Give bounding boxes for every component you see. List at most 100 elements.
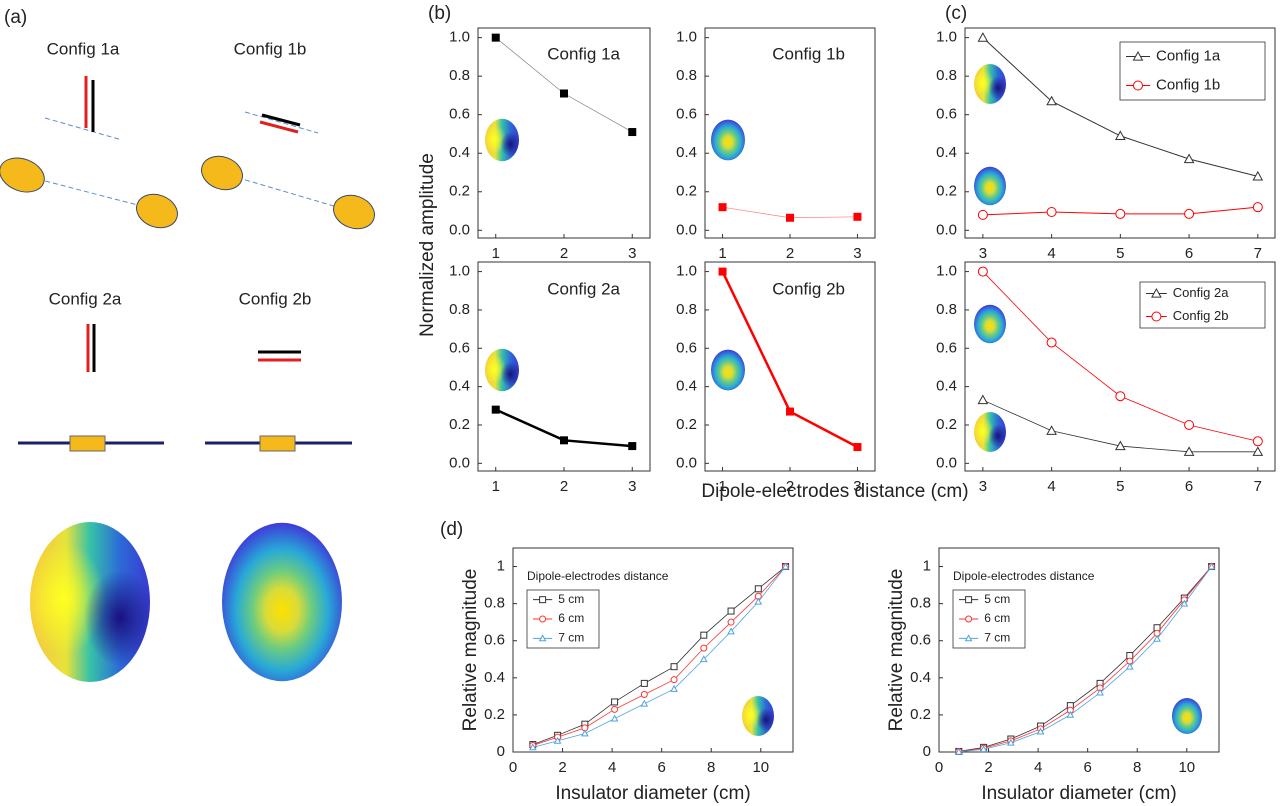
inset-map <box>974 304 1006 344</box>
marker <box>727 627 735 635</box>
x-tick-label: 1 <box>718 245 726 262</box>
marker <box>786 407 794 416</box>
y-tick-label: 1.0 <box>449 263 470 280</box>
marker <box>1180 599 1189 607</box>
y-tick-label: 0.4 <box>936 378 957 395</box>
x-tick-label: 2 <box>786 478 794 495</box>
inset-map <box>711 349 745 391</box>
x-tick-label: 3 <box>979 245 987 262</box>
x-tick-label: 4 <box>1047 245 1055 262</box>
x-tick-label: 7 <box>1254 245 1262 262</box>
legend-box <box>1119 41 1266 101</box>
marker <box>1046 425 1057 435</box>
dipole-axis <box>21 174 158 211</box>
y-axis-label: Relative magnitude <box>460 569 481 732</box>
x-axis-label: Insulator diameter (cm) <box>981 783 1176 804</box>
y-axis-label: Relative magnitude <box>886 569 907 732</box>
y-tick-label: 0.4 <box>936 144 957 161</box>
x-tick-label: 6 <box>658 759 666 776</box>
y-tick-label: 0.8 <box>676 301 697 318</box>
legend-label: 7 cm <box>984 631 1010 645</box>
y-tick-label: 0.0 <box>676 454 697 471</box>
y-tick-label: 1.0 <box>676 29 697 46</box>
electrode <box>261 113 301 127</box>
legend-label: Config 2a <box>1173 285 1229 300</box>
x-tick-label: 8 <box>1133 759 1141 776</box>
legend-marker <box>1132 50 1144 61</box>
marker <box>977 209 988 220</box>
x-axis-label: Dipole-electrodes distance (cm) <box>701 481 968 502</box>
x-tick-label: 4 <box>608 759 616 776</box>
marker <box>781 562 790 570</box>
marker <box>1252 436 1263 447</box>
head-map <box>30 522 150 682</box>
marker <box>853 443 862 452</box>
marker <box>1207 562 1216 570</box>
x-tick-label: 10 <box>752 759 769 776</box>
inset-map <box>974 64 1006 104</box>
legend-label: Config 1a <box>1156 47 1221 64</box>
marker <box>491 405 500 414</box>
y-tick-label: 0.4 <box>449 144 470 161</box>
legend-marker <box>1151 311 1162 322</box>
y-tick-label: 0.4 <box>449 378 470 395</box>
x-tick-label: 4 <box>1047 478 1055 495</box>
y-tick-label: 0.2 <box>676 416 697 433</box>
x-tick-label: 8 <box>707 759 715 776</box>
y-tick-label: 0.2 <box>484 706 505 723</box>
config-label: Config 1b <box>234 39 307 58</box>
x-tick-label: 3 <box>628 478 636 495</box>
marker <box>670 676 678 684</box>
legend-marker <box>964 634 973 642</box>
legend-label: 5 cm <box>558 592 584 606</box>
marker <box>718 203 727 212</box>
legend-label: 5 cm <box>984 592 1010 606</box>
marker <box>954 747 963 755</box>
electrode-pad <box>259 435 296 452</box>
marker <box>1007 738 1015 746</box>
marker <box>786 213 794 222</box>
dipole-axis <box>244 111 319 134</box>
marker <box>528 743 537 751</box>
x-tick-label: 2 <box>786 245 794 262</box>
x-tick-label: 6 <box>1185 245 1193 262</box>
electrode-pad <box>69 435 106 452</box>
y-tick-label: 0.2 <box>449 183 470 200</box>
y-tick-label: 0.8 <box>449 301 470 318</box>
y-tick-label: 1.0 <box>936 29 957 46</box>
legend-box <box>1139 281 1266 329</box>
marker <box>1114 440 1126 451</box>
marker <box>1252 202 1263 213</box>
legend-label: Config 2b <box>1173 308 1229 323</box>
x-tick-label: 3 <box>853 478 861 495</box>
x-tick-label: 1 <box>492 245 500 262</box>
y-tick-label: 0.6 <box>910 632 931 649</box>
marker <box>1115 208 1126 219</box>
y-tick-label: 1.0 <box>449 29 470 46</box>
y-tick-label: 0.2 <box>676 183 697 200</box>
y-tick-label: 0.0 <box>936 454 957 471</box>
diagram: Config 1a Config 1b Config 2a Config 2b <box>0 39 375 682</box>
electrode-pad <box>0 157 45 193</box>
series-line <box>958 566 1212 752</box>
marker <box>1046 95 1057 106</box>
x-tick-label: 6 <box>1185 478 1193 495</box>
x-tick-label: 1 <box>492 478 500 495</box>
marker <box>1153 634 1161 642</box>
x-tick-label: 1 <box>718 478 726 495</box>
legend-label: 7 cm <box>558 631 584 645</box>
marker <box>1114 130 1126 140</box>
legend-label: 6 cm <box>984 611 1010 625</box>
x-tick-label: 5 <box>1116 478 1124 495</box>
marker <box>699 655 708 663</box>
marker <box>640 679 648 687</box>
marker <box>700 644 708 652</box>
y-tick-label: 0.8 <box>449 67 470 84</box>
x-tick-label: 0 <box>509 759 517 776</box>
y-tick-label: 0.2 <box>936 416 957 433</box>
series-line <box>532 566 786 748</box>
marker <box>754 597 763 605</box>
plot-frame <box>512 547 794 753</box>
y-tick-label: 1.0 <box>936 263 957 280</box>
